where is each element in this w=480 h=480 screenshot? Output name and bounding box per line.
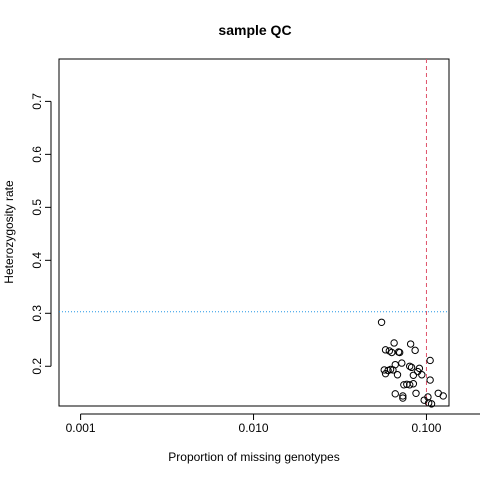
data-point xyxy=(407,363,416,372)
data-point xyxy=(399,392,407,400)
data-point xyxy=(381,346,390,354)
chart-title: sample QC xyxy=(218,22,291,38)
y-tick-label: 0.5 xyxy=(30,199,44,216)
y-axis-label: Heterozygosity rate xyxy=(2,180,16,284)
data-point xyxy=(393,371,402,379)
data-point xyxy=(406,381,414,389)
data-point xyxy=(399,394,407,402)
plot-frame xyxy=(58,58,450,407)
data-point xyxy=(412,389,420,397)
data-point xyxy=(391,390,399,398)
y-tick-label: 0.4 xyxy=(30,252,44,269)
data-point xyxy=(389,366,397,374)
data-point xyxy=(411,346,419,355)
x-tick-label: 0.100 xyxy=(411,421,441,435)
data-point xyxy=(390,339,398,347)
y-tick-label: 0.2 xyxy=(30,358,44,375)
data-point xyxy=(426,376,434,384)
y-tick-label: 0.7 xyxy=(30,93,44,110)
data-point xyxy=(409,380,418,388)
data-point xyxy=(409,371,418,379)
data-point xyxy=(439,392,447,400)
data-point xyxy=(395,348,404,357)
data-point xyxy=(427,400,436,408)
data-point xyxy=(377,318,386,326)
data-point xyxy=(418,371,426,379)
data-point xyxy=(406,340,415,348)
data-point xyxy=(400,381,408,389)
x-axis-label: Proportion of missing genotypes xyxy=(168,450,339,464)
data-point xyxy=(381,369,390,378)
x-tick-label: 0.001 xyxy=(66,421,96,435)
y-tick-label: 0.6 xyxy=(30,146,44,163)
data-point xyxy=(426,356,434,365)
data-point xyxy=(406,362,414,370)
y-tick-label: 0.3 xyxy=(30,305,44,322)
data-point xyxy=(398,359,406,367)
x-tick-label: 0.010 xyxy=(239,421,269,435)
